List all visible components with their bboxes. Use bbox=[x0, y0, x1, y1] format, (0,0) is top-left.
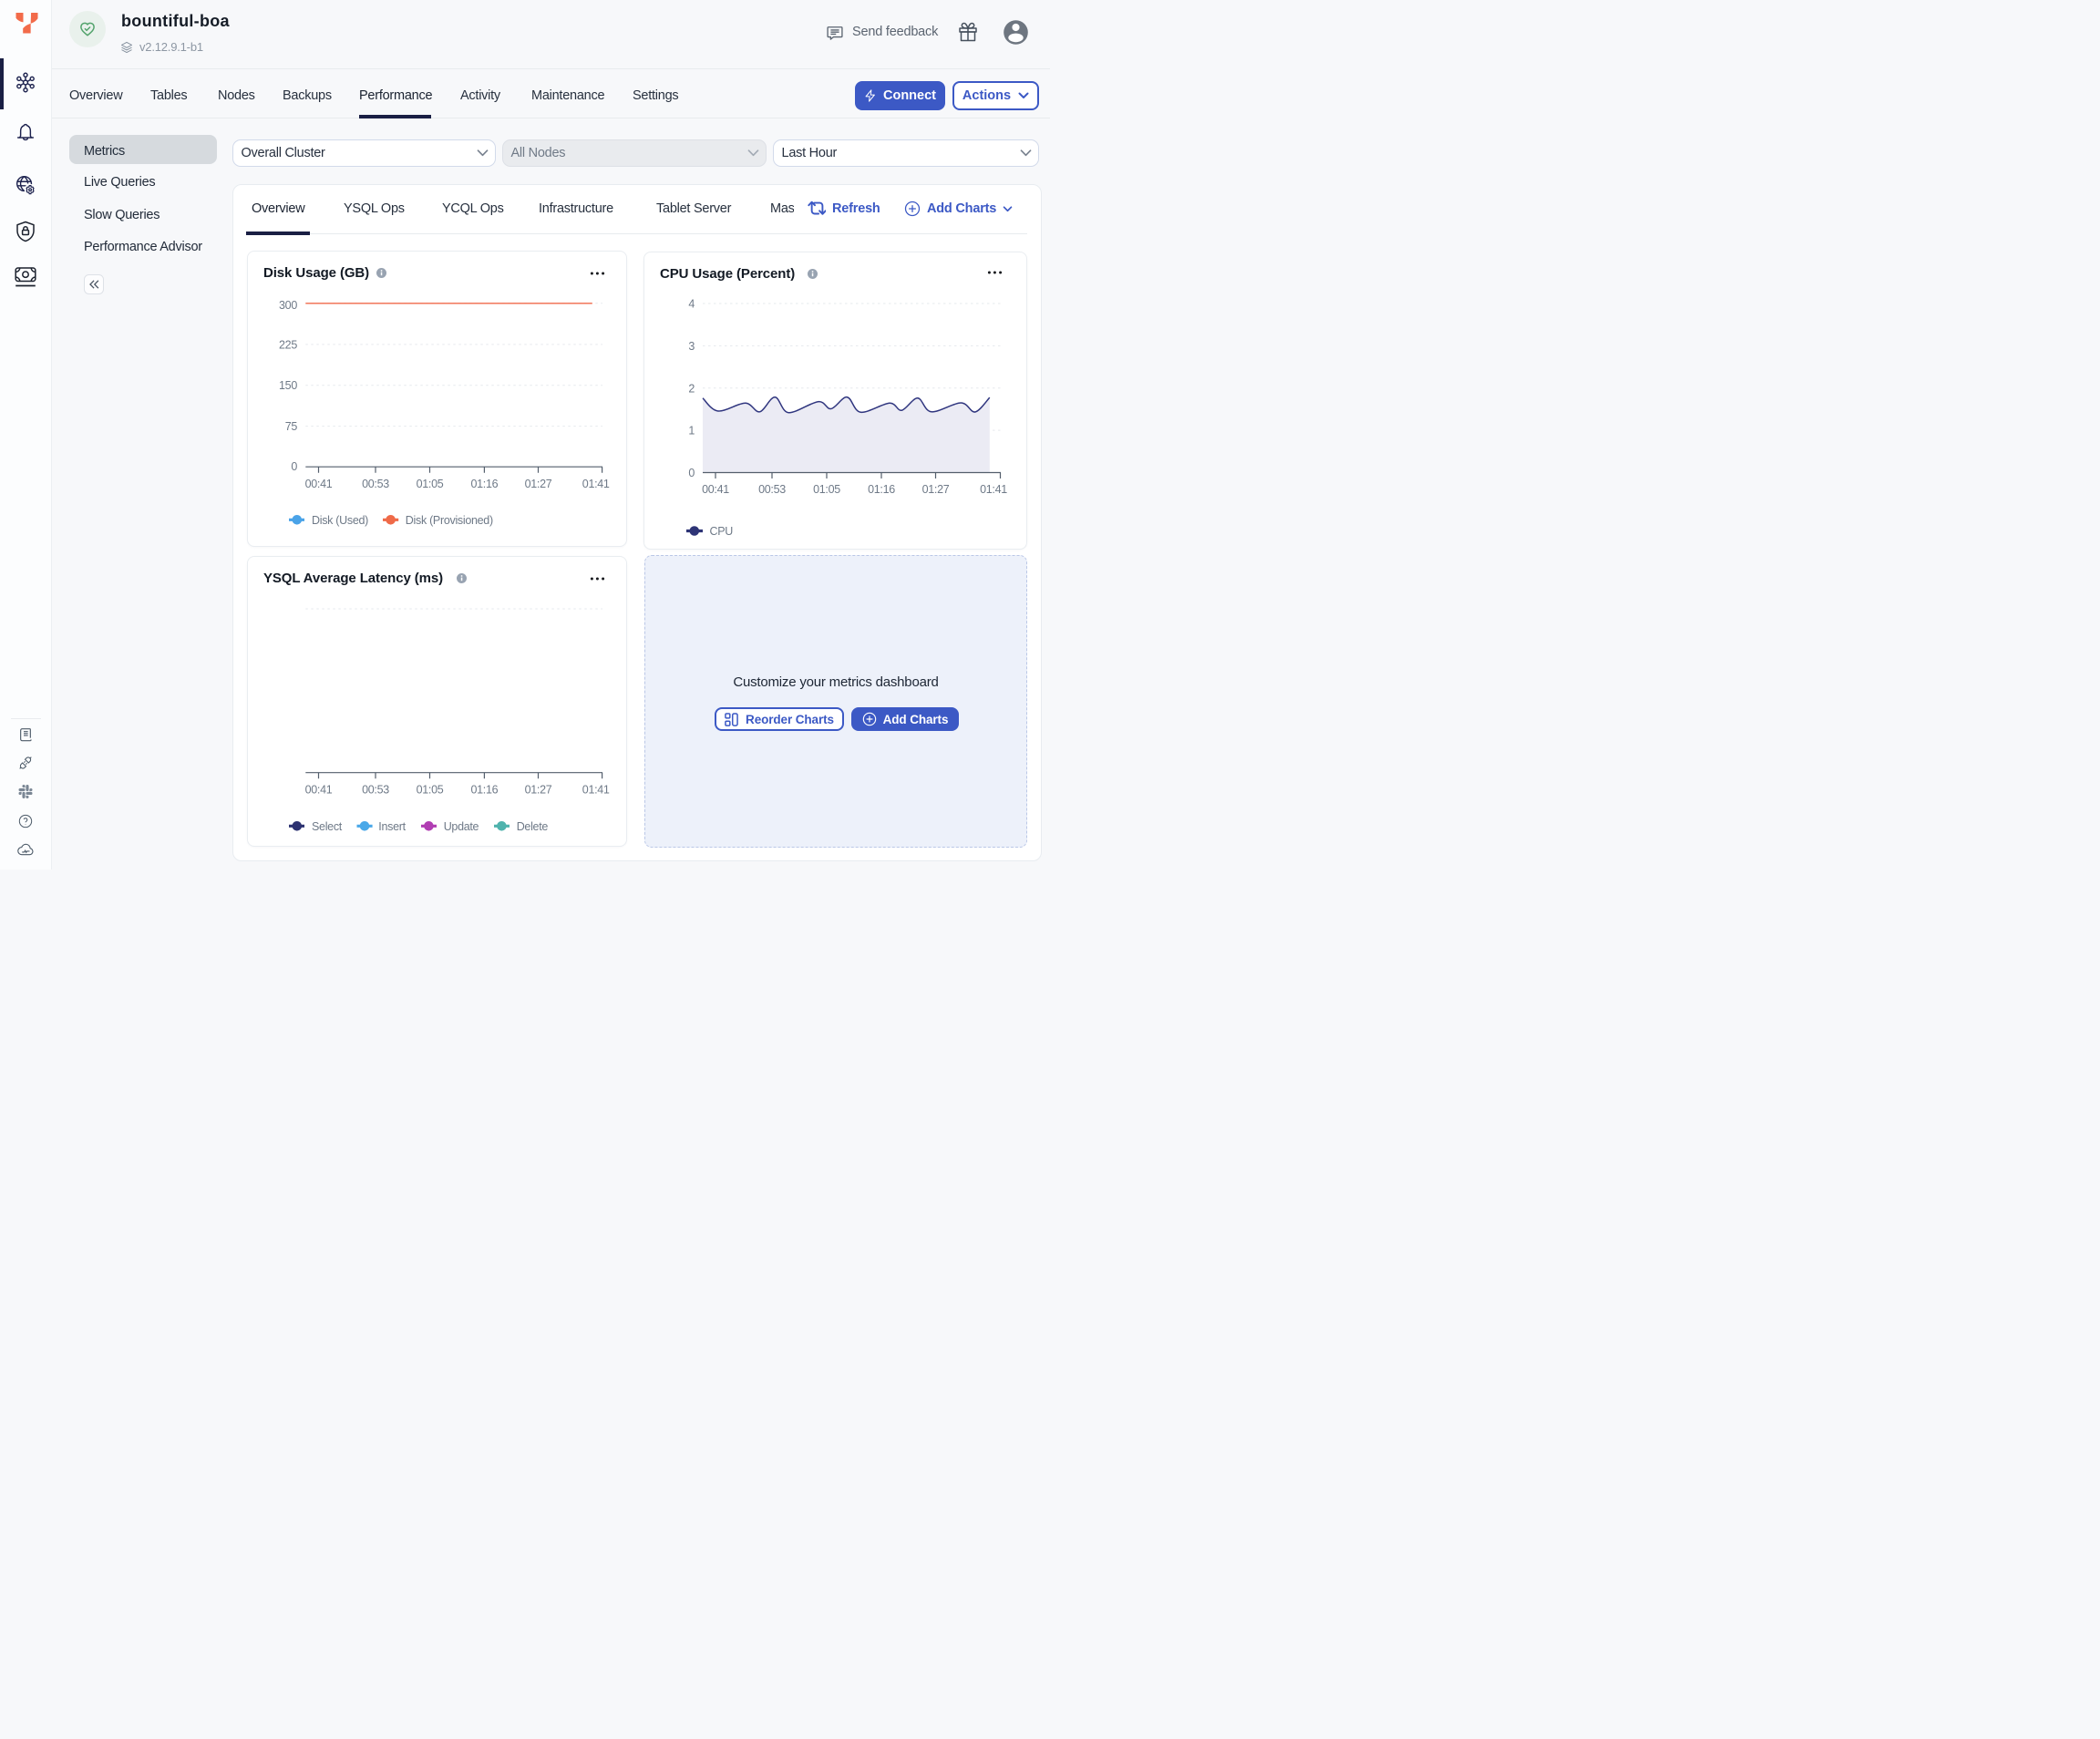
svg-text:00:53: 00:53 bbox=[758, 483, 786, 496]
svg-text:00:41: 00:41 bbox=[702, 483, 729, 496]
svg-text:150: 150 bbox=[279, 379, 297, 392]
svg-text:Delete: Delete bbox=[517, 820, 549, 833]
svg-text:01:41: 01:41 bbox=[582, 478, 610, 490]
svg-text:01:05: 01:05 bbox=[417, 783, 444, 796]
svg-text:75: 75 bbox=[285, 420, 298, 433]
svg-text:Insert: Insert bbox=[378, 820, 406, 833]
svg-text:01:16: 01:16 bbox=[471, 478, 499, 490]
svg-text:Select: Select bbox=[312, 820, 343, 833]
svg-text:01:16: 01:16 bbox=[868, 483, 895, 496]
svg-text:01:05: 01:05 bbox=[417, 478, 444, 490]
svg-text:CPU: CPU bbox=[710, 525, 734, 538]
svg-text:Disk (Used): Disk (Used) bbox=[312, 514, 368, 527]
svg-text:00:41: 00:41 bbox=[305, 478, 333, 490]
svg-text:00:53: 00:53 bbox=[362, 478, 389, 490]
svg-text:01:27: 01:27 bbox=[525, 783, 552, 796]
svg-text:1: 1 bbox=[688, 425, 695, 437]
svg-text:01:41: 01:41 bbox=[980, 483, 1007, 496]
svg-text:01:41: 01:41 bbox=[582, 783, 610, 796]
svg-text:300: 300 bbox=[279, 299, 297, 312]
svg-text:0: 0 bbox=[688, 467, 695, 479]
svg-text:00:41: 00:41 bbox=[305, 783, 333, 796]
svg-text:2: 2 bbox=[688, 382, 695, 395]
svg-text:225: 225 bbox=[279, 338, 297, 351]
svg-text:01:27: 01:27 bbox=[922, 483, 950, 496]
svg-text:01:05: 01:05 bbox=[813, 483, 840, 496]
svg-text:Update: Update bbox=[444, 820, 479, 833]
svg-text:01:16: 01:16 bbox=[471, 783, 499, 796]
svg-text:3: 3 bbox=[688, 340, 695, 353]
svg-text:00:53: 00:53 bbox=[362, 783, 389, 796]
svg-text:Disk (Provisioned): Disk (Provisioned) bbox=[406, 514, 493, 527]
svg-text:4: 4 bbox=[688, 298, 695, 311]
svg-text:0: 0 bbox=[291, 460, 297, 473]
svg-text:01:27: 01:27 bbox=[525, 478, 552, 490]
